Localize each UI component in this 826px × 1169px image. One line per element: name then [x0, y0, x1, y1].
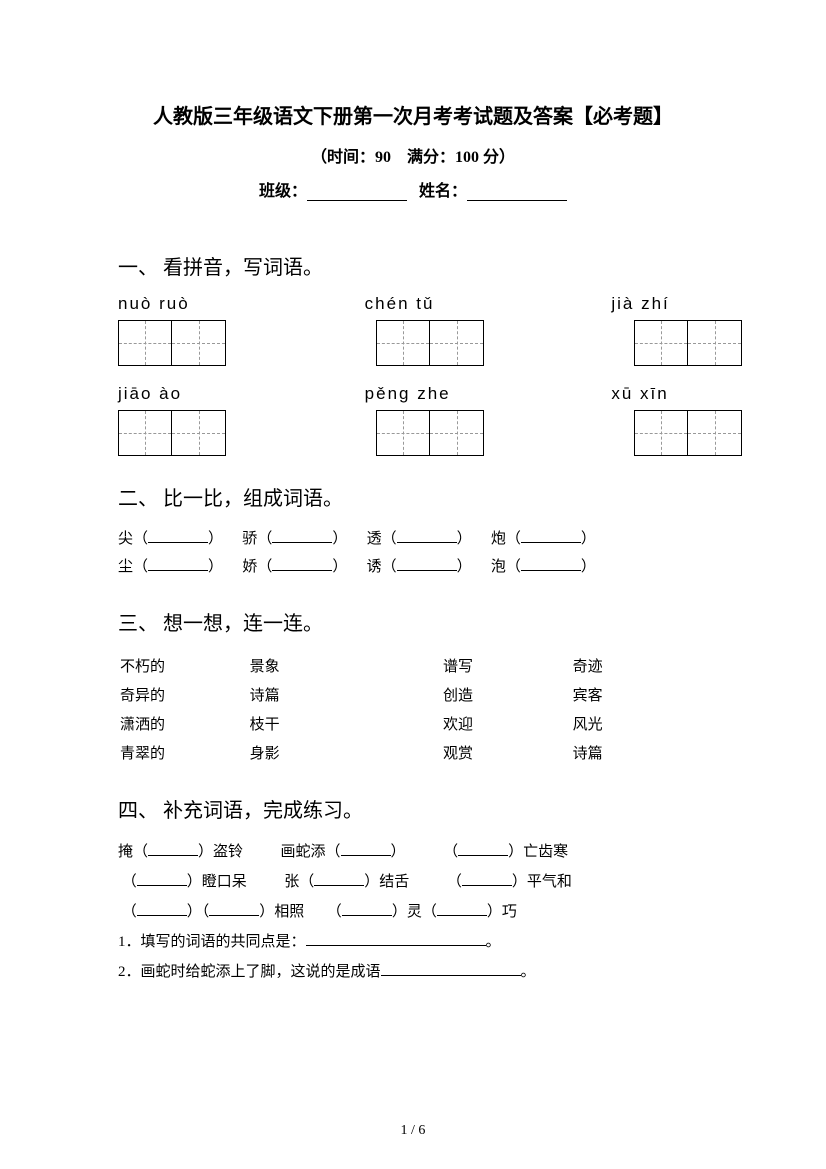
- pinyin-label: jiāo ào: [118, 384, 215, 404]
- match-right: 诗篇: [250, 688, 280, 704]
- match-right: 身影: [250, 746, 280, 762]
- fill-blank[interactable]: [381, 962, 521, 976]
- pinyin-label: chén tǔ: [365, 294, 462, 314]
- match-left: 谱写: [443, 659, 473, 675]
- section-3-heading: 三、 想一想，连一连。: [118, 607, 708, 636]
- fill-blank[interactable]: [521, 557, 581, 571]
- fill-blank[interactable]: [342, 902, 392, 916]
- compare-row-2: 尘（） 娇（） 诱（） 泡（）: [118, 553, 708, 581]
- fill-blank[interactable]: [397, 557, 457, 571]
- fill-blank[interactable]: [462, 872, 512, 886]
- match-left: 欢迎: [443, 717, 473, 733]
- fill-blank[interactable]: [521, 529, 581, 543]
- pinyin-label: xū xīn: [611, 384, 708, 404]
- student-info-row: 班级： 姓名：: [118, 177, 708, 201]
- compare-char: 透: [367, 531, 382, 547]
- section-2-heading: 二、 比一比，组成词语。: [118, 482, 708, 511]
- match-right: 诗篇: [573, 746, 603, 762]
- match-left: 青翠的: [120, 746, 165, 762]
- table-row: 奇异的 诗篇 创造 宾客: [120, 681, 706, 708]
- section-1-heading: 一、 看拼音，写词语。: [118, 251, 708, 280]
- compare-char: 泡: [491, 559, 506, 575]
- compare-row-1: 尖（） 骄（） 透（） 炮（）: [118, 525, 708, 553]
- match-right: 奇迹: [573, 659, 603, 675]
- fill-blank[interactable]: [314, 872, 364, 886]
- pinyin-row-1: nuò ruò chén tǔ jià zhí: [118, 294, 708, 314]
- idiom-row: 掩（）盗铃 画蛇添（） （）亡齿寒: [118, 837, 708, 867]
- char-box[interactable]: [376, 410, 484, 456]
- match-left: 观赏: [443, 746, 473, 762]
- fill-blank[interactable]: [306, 932, 486, 946]
- pinyin-label: nuò ruò: [118, 294, 215, 314]
- name-blank[interactable]: [467, 185, 567, 201]
- fill-blank[interactable]: [148, 842, 198, 856]
- match-right: 枝干: [250, 717, 280, 733]
- char-box[interactable]: [634, 410, 742, 456]
- compare-char: 尖: [118, 531, 133, 547]
- match-right: 风光: [573, 717, 603, 733]
- compare-char: 娇: [242, 559, 257, 575]
- fill-blank[interactable]: [341, 842, 391, 856]
- match-left: 潇洒的: [120, 717, 165, 733]
- match-left: 创造: [443, 688, 473, 704]
- char-box[interactable]: [118, 320, 226, 366]
- match-left: 不朽的: [120, 659, 165, 675]
- class-label: 班级：: [259, 183, 307, 200]
- class-blank[interactable]: [307, 185, 407, 201]
- compare-char: 诱: [367, 559, 382, 575]
- char-boxes-row: [118, 320, 708, 366]
- name-label: 姓名：: [419, 183, 467, 200]
- pinyin-label: jià zhí: [611, 294, 708, 314]
- fill-blank[interactable]: [458, 842, 508, 856]
- fill-blank[interactable]: [148, 529, 208, 543]
- table-row: 青翠的 身影 观赏 诗篇: [120, 739, 706, 766]
- pinyin-row-2: jiāo ào pěng zhe xū xīn: [118, 384, 708, 404]
- fill-blank[interactable]: [148, 557, 208, 571]
- char-box[interactable]: [376, 320, 484, 366]
- char-box[interactable]: [634, 320, 742, 366]
- section-4-heading: 四、 补充词语，完成练习。: [118, 794, 708, 823]
- fill-blank[interactable]: [397, 529, 457, 543]
- match-table: 不朽的 景象 谱写 奇迹 奇异的 诗篇 创造 宾客 潇洒的 枝干 欢迎 风光 青…: [118, 650, 708, 768]
- page-number: 1 / 6: [0, 1123, 826, 1139]
- match-left: 奇异的: [120, 688, 165, 704]
- question-2: 2．画蛇时给蛇添上了脚，这说的是成语。: [118, 957, 708, 987]
- compare-char: 尘: [118, 559, 133, 575]
- fill-blank[interactable]: [137, 902, 187, 916]
- fill-blank[interactable]: [272, 529, 332, 543]
- fill-blank[interactable]: [272, 557, 332, 571]
- idiom-row: （）瞪口呆 张（）结舌 （）平气和: [118, 867, 708, 897]
- question-1: 1．填写的词语的共同点是：。: [118, 927, 708, 957]
- fill-blank[interactable]: [137, 872, 187, 886]
- idiom-row: （）（）相照 （）灵（）巧: [118, 897, 708, 927]
- table-row: 潇洒的 枝干 欢迎 风光: [120, 710, 706, 737]
- fill-blank[interactable]: [437, 902, 487, 916]
- compare-char: 炮: [491, 531, 506, 547]
- char-boxes-row: [118, 410, 708, 456]
- compare-char: 骄: [242, 531, 257, 547]
- fill-blank[interactable]: [209, 902, 259, 916]
- char-box[interactable]: [118, 410, 226, 456]
- match-right: 宾客: [573, 688, 603, 704]
- pinyin-label: pěng zhe: [365, 384, 462, 404]
- match-right: 景象: [250, 659, 280, 675]
- document-title: 人教版三年级语文下册第一次月考考试题及答案【必考题】: [118, 100, 708, 129]
- exam-meta: （时间：90 满分：100 分）: [118, 143, 708, 167]
- table-row: 不朽的 景象 谱写 奇迹: [120, 652, 706, 679]
